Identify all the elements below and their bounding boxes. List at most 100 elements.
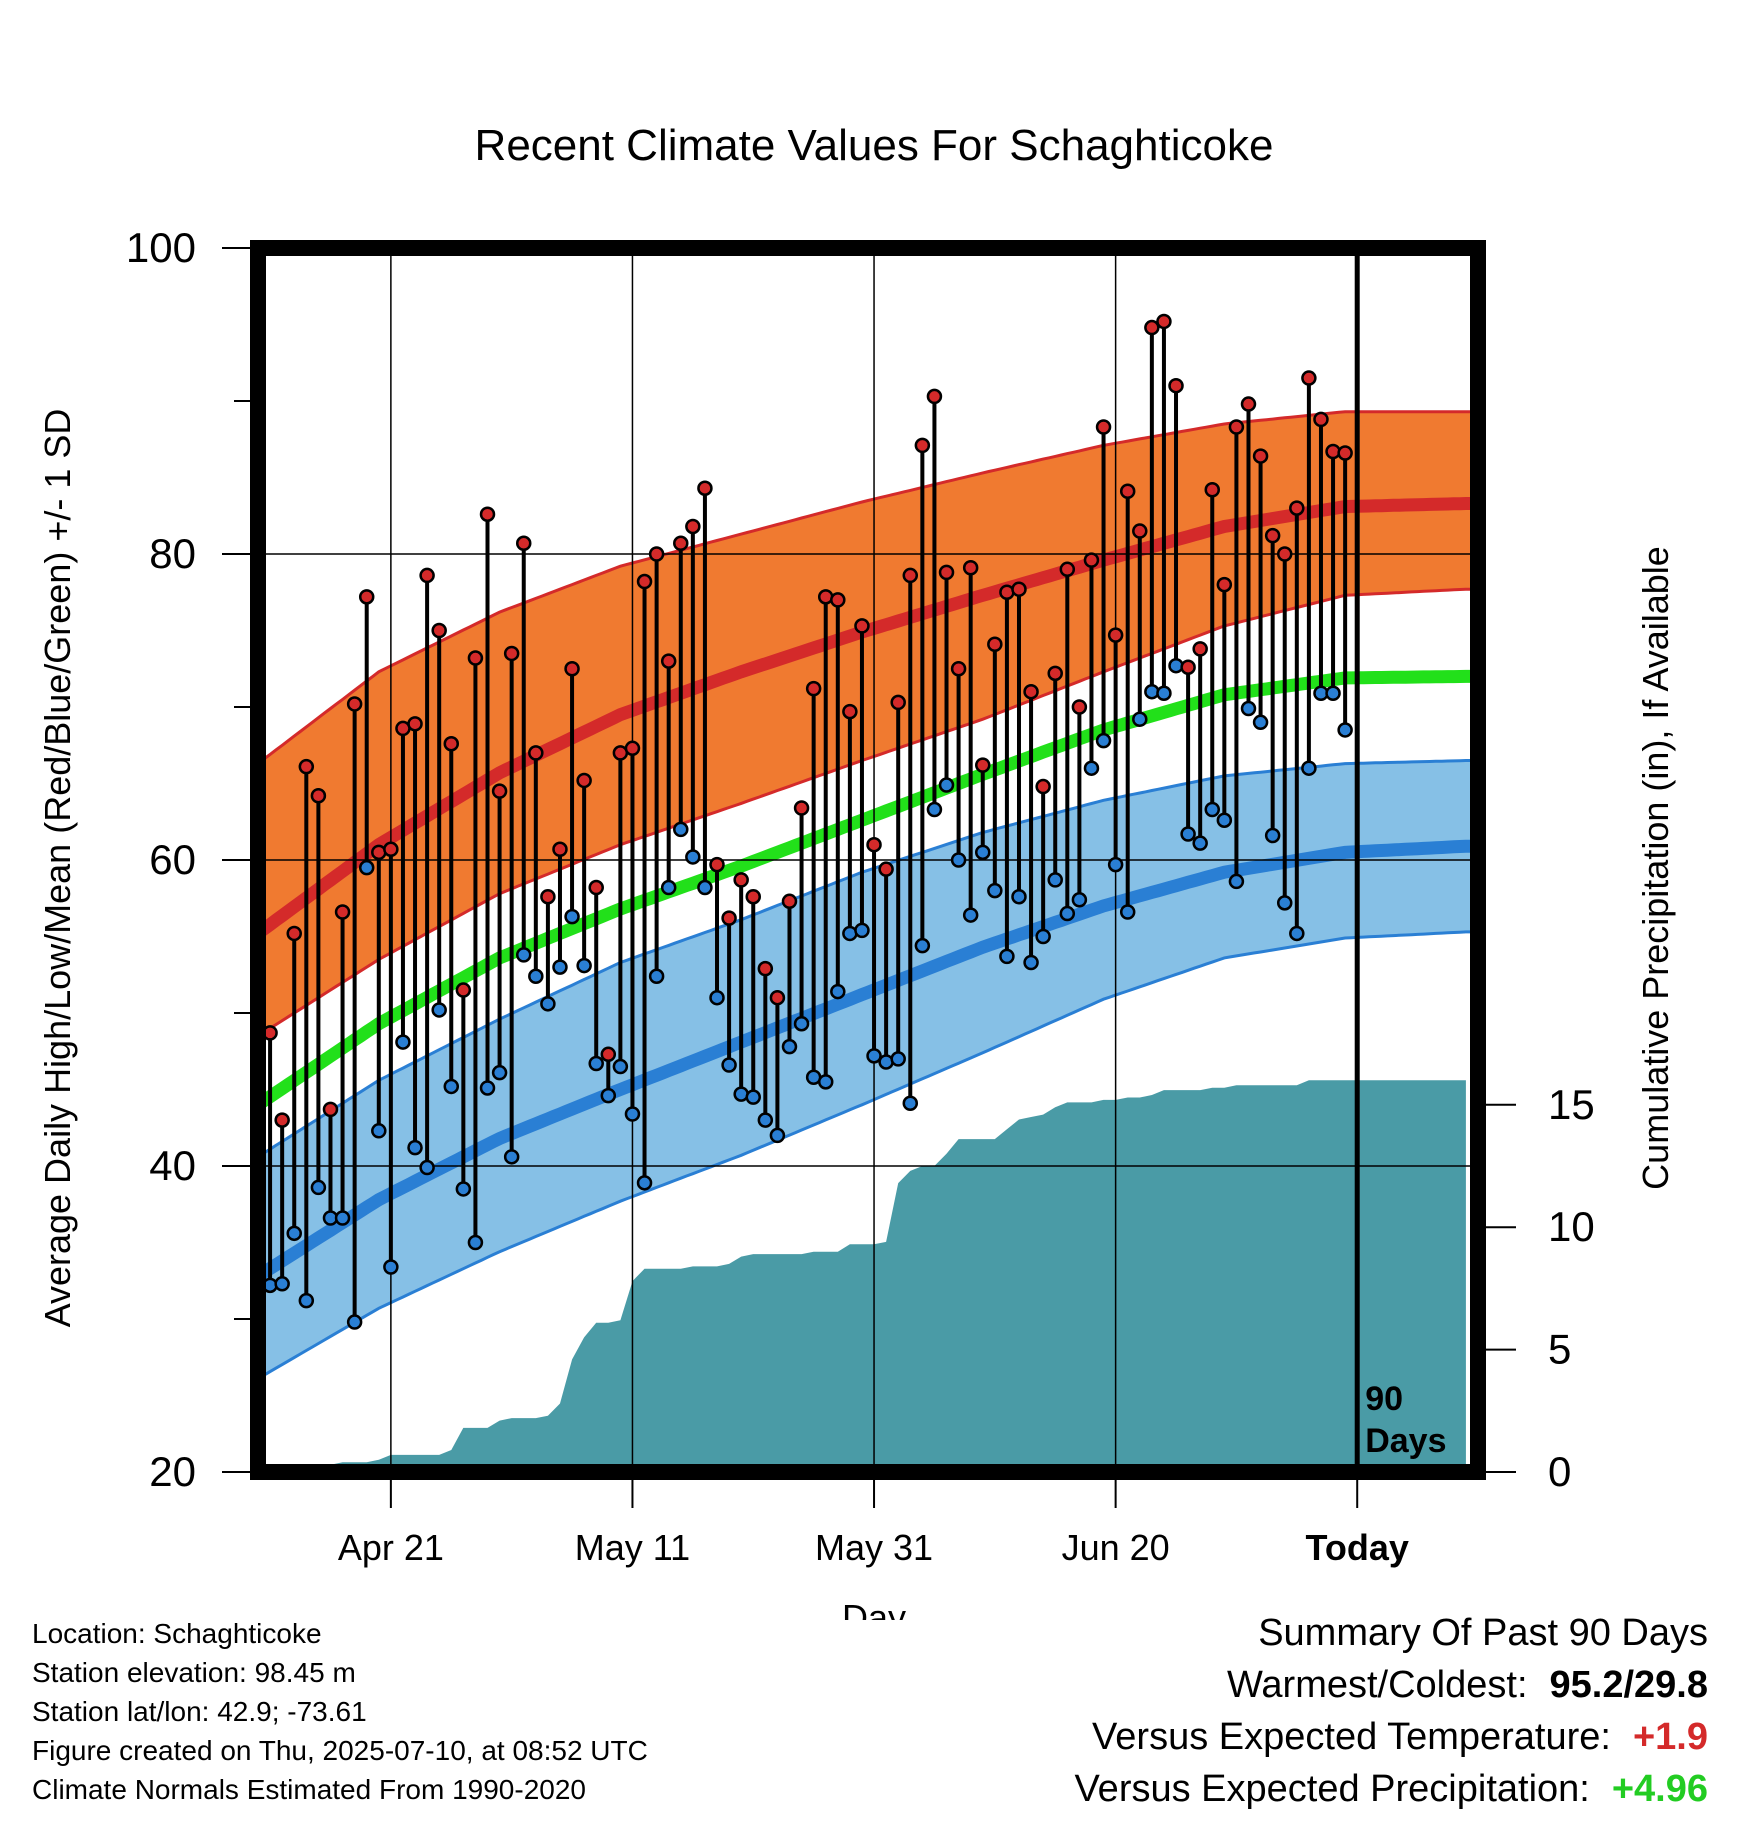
high-point bbox=[1095, 419, 1112, 435]
high-point bbox=[975, 757, 991, 773]
low-point bbox=[987, 882, 1003, 899]
low-point bbox=[1132, 711, 1148, 727]
station-elevation: Station elevation: 98.45 m bbox=[32, 1657, 356, 1688]
low-point bbox=[1204, 801, 1221, 818]
figure-created: Figure created on Thu, 2025-07-10, at 08… bbox=[32, 1735, 648, 1766]
precipitation-area bbox=[270, 1080, 1466, 1472]
low-point bbox=[769, 1127, 786, 1144]
low-point bbox=[286, 1225, 302, 1242]
low-point bbox=[757, 1112, 774, 1128]
temp-value: +1.9 bbox=[1632, 1716, 1708, 1758]
x-tick-label: Apr 21 bbox=[338, 1527, 444, 1568]
high-point bbox=[1083, 552, 1100, 568]
high-point bbox=[467, 650, 484, 666]
y2-axis-label: Cumulative Precipitation (in), If Availa… bbox=[1635, 546, 1676, 1190]
low-upper-line bbox=[258, 759, 1478, 1159]
y-tick-label: 20 bbox=[149, 1448, 196, 1495]
high-point bbox=[1252, 448, 1269, 464]
plot-content bbox=[258, 248, 1478, 1472]
low-point bbox=[1240, 700, 1257, 717]
high-point bbox=[1047, 665, 1063, 682]
high-point bbox=[781, 893, 798, 910]
warm-cold-label: Warmest/Coldest: bbox=[1226, 1664, 1528, 1706]
y-tick-label: 60 bbox=[149, 836, 196, 883]
low-point bbox=[455, 1181, 472, 1197]
high-point bbox=[588, 879, 604, 896]
high-point bbox=[914, 437, 931, 454]
high-point bbox=[660, 653, 677, 669]
high-point bbox=[1071, 699, 1088, 715]
low-point bbox=[1011, 888, 1027, 905]
today-days-word: Days bbox=[1365, 1422, 1446, 1460]
low-point bbox=[346, 1314, 363, 1330]
low-point bbox=[467, 1234, 484, 1251]
low-point bbox=[395, 1034, 411, 1050]
high-point bbox=[1059, 561, 1076, 578]
low-point bbox=[564, 908, 580, 925]
low-point bbox=[781, 1038, 798, 1055]
low-point bbox=[854, 922, 870, 939]
high-point bbox=[830, 592, 846, 608]
low-point bbox=[1119, 904, 1136, 920]
high-point bbox=[902, 567, 919, 584]
climate-normals-period: Climate Normals Estimated From 1990-2020 bbox=[32, 1774, 586, 1805]
station-location: Location: Schaghticoke bbox=[32, 1618, 322, 1649]
low-point bbox=[407, 1139, 423, 1156]
high-point bbox=[1144, 319, 1160, 336]
low-point bbox=[938, 777, 955, 793]
high-point bbox=[564, 661, 580, 677]
high-point bbox=[950, 661, 967, 677]
low-point bbox=[540, 996, 556, 1012]
high-point bbox=[576, 772, 592, 789]
high-point bbox=[1204, 481, 1221, 498]
high-point bbox=[1240, 396, 1257, 412]
high-point bbox=[938, 564, 955, 581]
low-point bbox=[443, 1078, 460, 1095]
high-point bbox=[286, 925, 302, 942]
x-tick-label: May 11 bbox=[575, 1527, 690, 1568]
low-point bbox=[745, 1089, 761, 1105]
low-point bbox=[515, 947, 532, 963]
low-point bbox=[274, 1276, 290, 1292]
low-point bbox=[588, 1055, 604, 1072]
low-point bbox=[673, 821, 689, 838]
high-point bbox=[443, 735, 460, 752]
low-point bbox=[1156, 685, 1172, 701]
low-point bbox=[999, 948, 1015, 965]
low-point bbox=[660, 879, 677, 896]
y2-tick-label: 0 bbox=[1548, 1448, 1571, 1495]
x-tick-label: Today bbox=[1306, 1527, 1409, 1568]
low-point bbox=[1252, 714, 1269, 731]
low-point bbox=[950, 852, 967, 868]
station-latlon: Station lat/lon: 42.9; -73.61 bbox=[32, 1696, 367, 1727]
low-point bbox=[419, 1159, 435, 1176]
low-point bbox=[1264, 827, 1281, 844]
low-point bbox=[1228, 873, 1245, 890]
high-point bbox=[334, 904, 351, 920]
high-point bbox=[1023, 683, 1039, 700]
high-point bbox=[854, 618, 870, 634]
high-point bbox=[805, 680, 822, 697]
x-tick-label: Jun 20 bbox=[1062, 1527, 1170, 1568]
x-axis-label: Day bbox=[842, 1597, 906, 1620]
high-point bbox=[1168, 377, 1184, 394]
low-point bbox=[1180, 826, 1196, 842]
normal-mean-line bbox=[258, 669, 1478, 1111]
low-point bbox=[1095, 732, 1112, 749]
high-point bbox=[733, 872, 749, 888]
y2-tick-label: 15 bbox=[1548, 1081, 1595, 1128]
high-point bbox=[455, 982, 472, 998]
high-sd-band bbox=[258, 411, 1478, 1036]
high-point bbox=[1313, 411, 1329, 428]
high-point bbox=[274, 1112, 290, 1128]
x-tick-label: May 31 bbox=[815, 1527, 933, 1568]
low-point bbox=[817, 1074, 834, 1090]
low-point bbox=[1083, 760, 1100, 776]
low-point bbox=[528, 968, 544, 985]
high-point bbox=[1156, 313, 1172, 330]
high-point bbox=[407, 716, 423, 732]
high-point bbox=[1228, 419, 1245, 435]
low-point bbox=[1059, 905, 1076, 922]
high-point bbox=[1180, 659, 1196, 675]
low-point bbox=[830, 983, 846, 1000]
